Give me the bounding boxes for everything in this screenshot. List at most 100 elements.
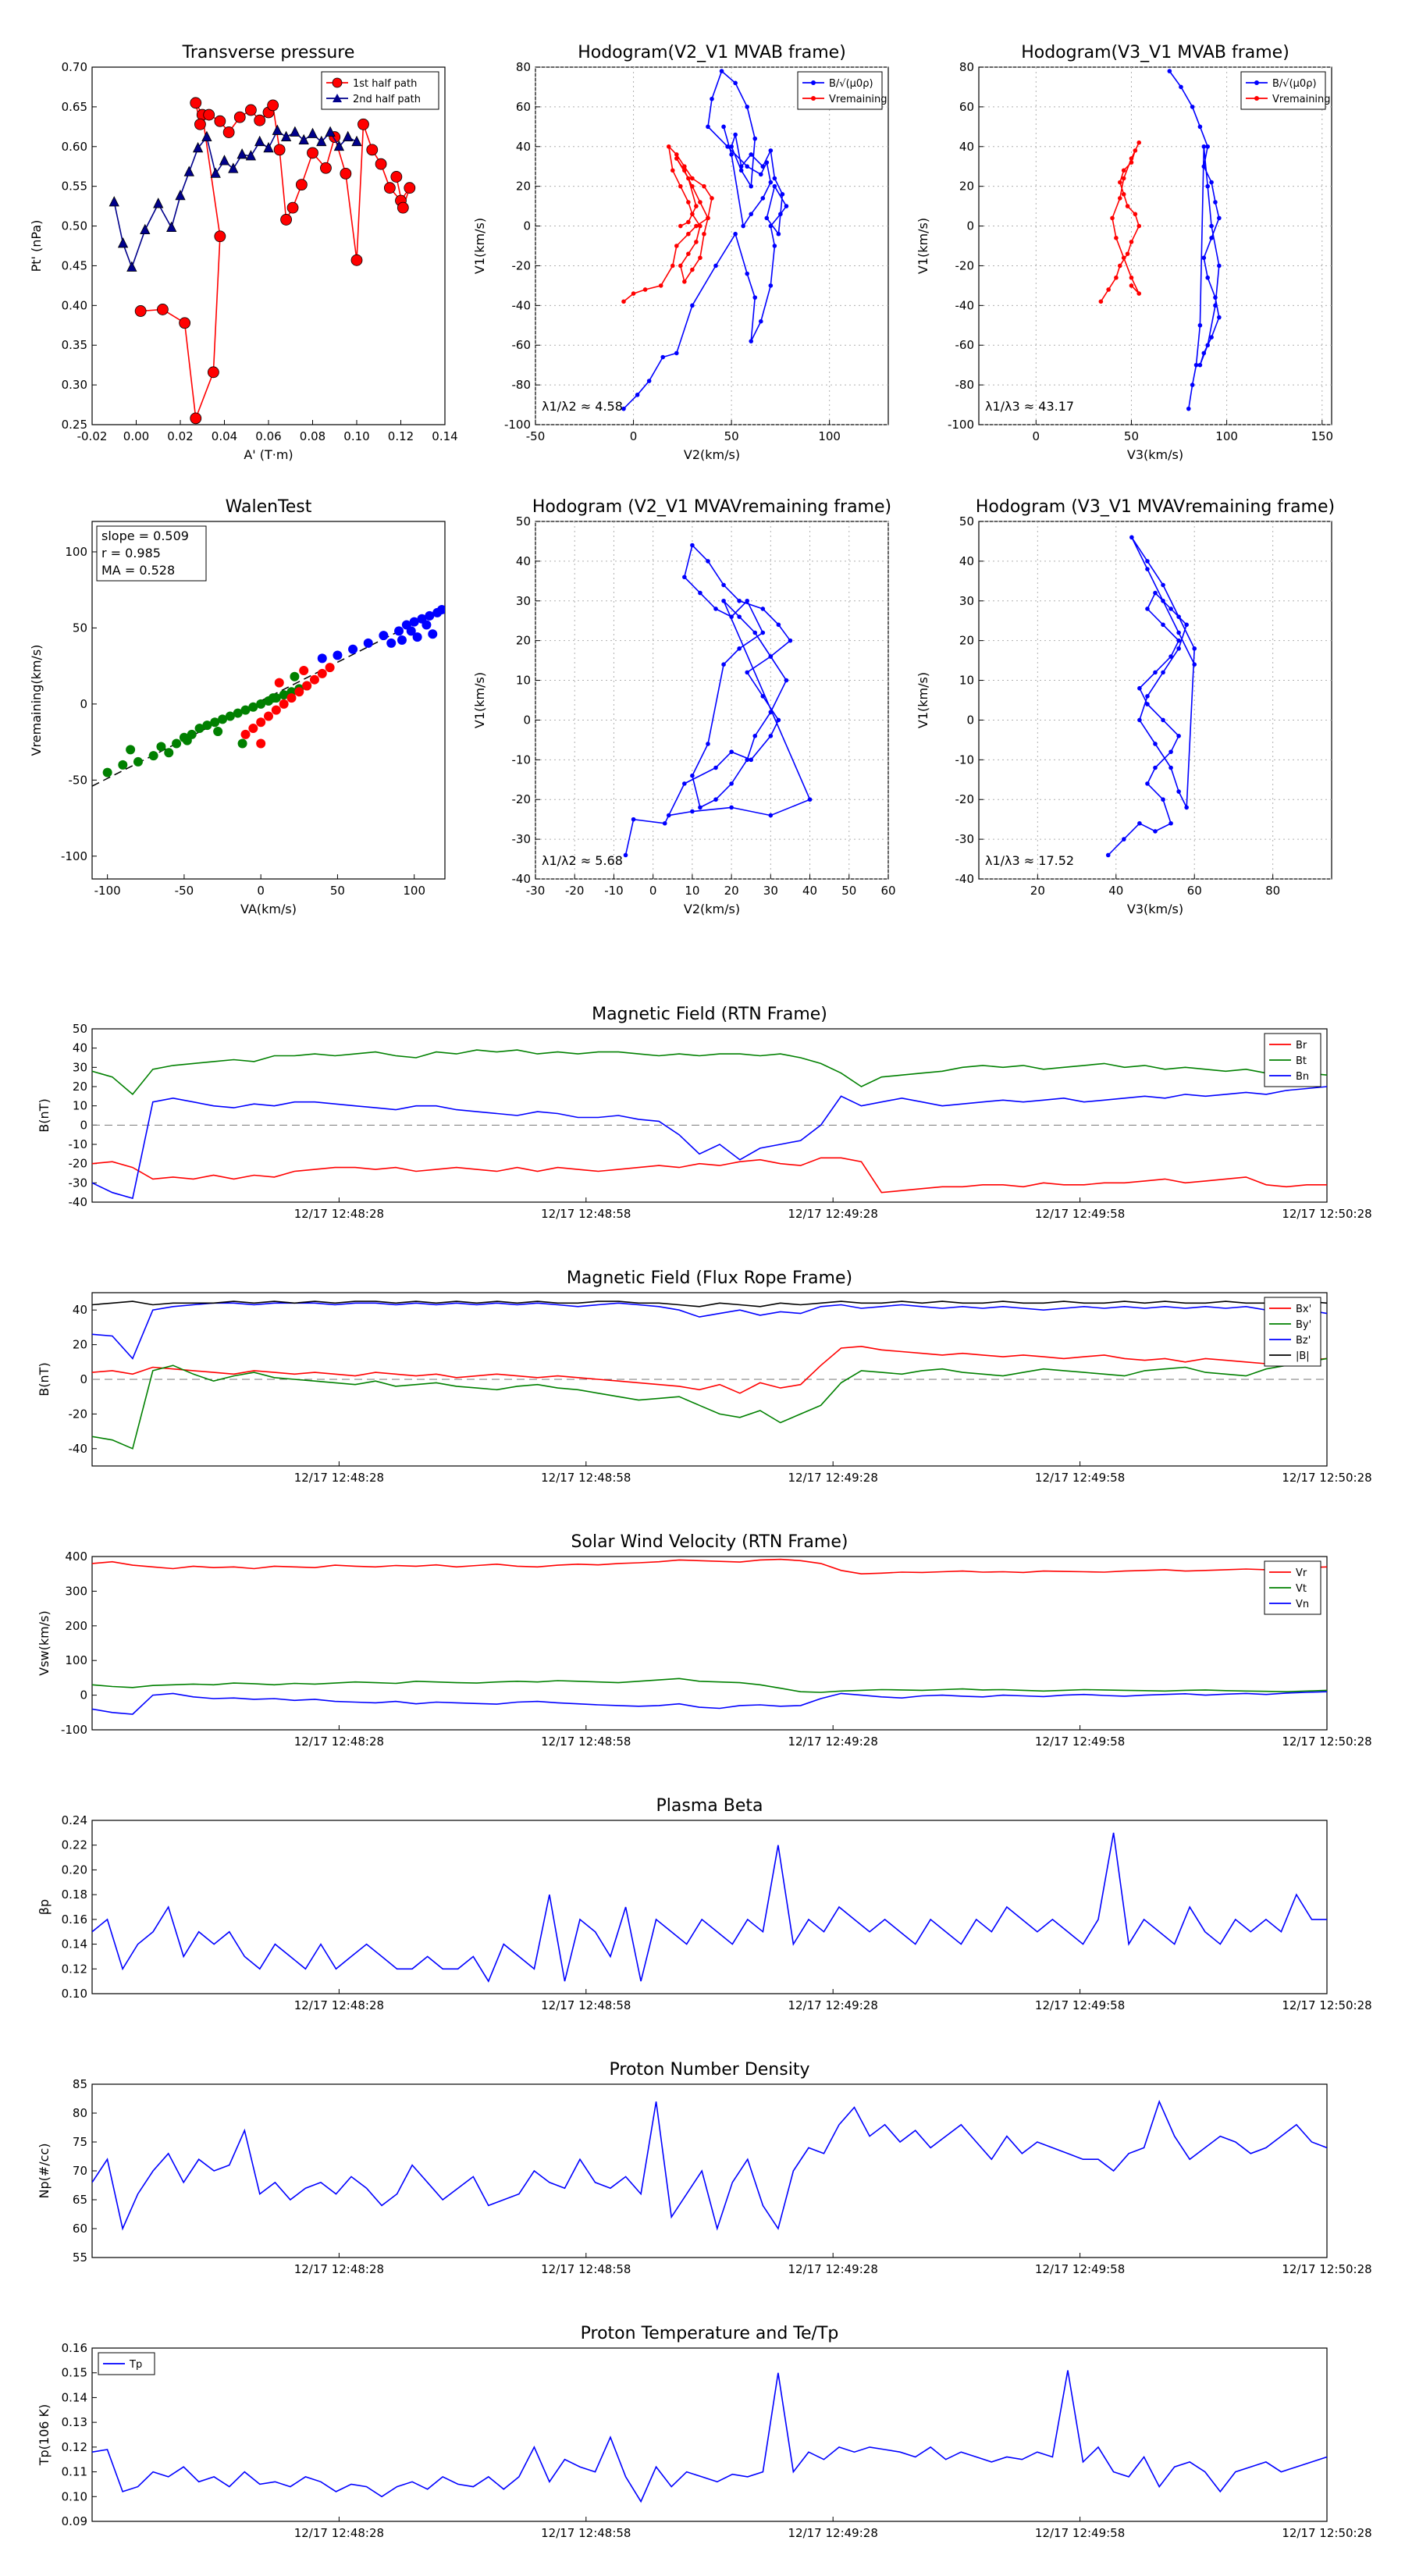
walen-point xyxy=(237,738,247,749)
pt-point xyxy=(272,124,283,135)
tp-ytick-label: 0.15 xyxy=(62,2366,87,2380)
beta-ytick-label: 0.14 xyxy=(62,1937,87,1952)
walen-stats-box xyxy=(96,525,207,582)
walen-point xyxy=(317,668,327,678)
h1-legend-marker xyxy=(811,80,816,85)
h4-xtick-label: 80 xyxy=(1265,884,1280,898)
h1-point xyxy=(725,144,730,149)
h1-point xyxy=(678,263,683,269)
mag_fr-ytick-label: 40 xyxy=(73,1303,87,1317)
beta-xtick-label: 12/17 12:49:58 xyxy=(1035,1998,1125,2012)
walen-stats-r: r = 0.985 xyxy=(101,546,161,560)
walen-point xyxy=(412,632,422,642)
h2-point xyxy=(1201,144,1207,149)
pt-point xyxy=(298,133,309,145)
np-series-np xyxy=(92,2099,1327,2231)
h3-point xyxy=(776,622,781,628)
mag_rtn-legend-label: Br xyxy=(1296,1040,1307,1051)
walen-point xyxy=(279,699,289,709)
h1-point xyxy=(690,267,695,272)
h1-point xyxy=(686,251,691,256)
walen-xtick-label: 100 xyxy=(403,884,425,898)
h3-point xyxy=(768,654,774,659)
h2-point xyxy=(1136,291,1142,296)
h4-point xyxy=(1176,638,1181,643)
h2-ytick-label: -20 xyxy=(955,258,975,272)
h1-series-v-remaining xyxy=(623,144,713,302)
pt-point xyxy=(325,126,336,137)
h4-ytick-label: 10 xyxy=(959,674,974,688)
walen-point xyxy=(164,748,174,758)
mag_fr-legend-label: Bz' xyxy=(1296,1335,1311,1347)
np-xtick-label: 12/17 12:49:28 xyxy=(788,2262,878,2276)
pt-legend-marker xyxy=(333,94,342,102)
h4-point xyxy=(1168,820,1173,826)
pt-point xyxy=(351,135,362,147)
pt-xtick-label: 0.04 xyxy=(212,429,237,443)
tp-legend-label: Tp xyxy=(129,2359,142,2371)
h4-ytick-label: 20 xyxy=(959,634,974,648)
h3-point xyxy=(682,781,687,786)
h2-point xyxy=(1201,255,1207,261)
vsw-xtick-label: 12/17 12:48:58 xyxy=(541,1735,631,1749)
h4-point xyxy=(1137,820,1142,826)
h2-point xyxy=(1106,287,1111,292)
walen-point xyxy=(156,742,166,752)
walen-point xyxy=(325,663,335,673)
mag_rtn-axes-frame xyxy=(91,1028,1328,1203)
h3-xtick-label: -20 xyxy=(565,884,585,898)
h1-point xyxy=(686,219,691,225)
walen-point xyxy=(240,729,251,739)
h2-annotation: λ1/λ3 ≈ 43.17 xyxy=(985,399,1074,414)
np-xtick-label: 12/17 12:48:58 xyxy=(541,2262,631,2276)
mag_rtn-ytick-label: -40 xyxy=(69,1195,88,1209)
pt-point xyxy=(214,230,226,243)
tp-xtick-label: 12/17 12:48:58 xyxy=(541,2526,631,2540)
h3-ytick-label: -30 xyxy=(512,832,532,846)
h1-point xyxy=(674,156,679,161)
beta-ytick-label: 0.20 xyxy=(62,1863,87,1877)
mag_fr-legend-label: Bx' xyxy=(1296,1304,1311,1315)
pt-ytick-label: 0.25 xyxy=(62,418,87,432)
h1-point xyxy=(721,124,726,130)
pt-point xyxy=(201,130,212,141)
h2-point xyxy=(1136,140,1142,145)
mag_fr-series-by- xyxy=(92,1357,1327,1450)
walen-point xyxy=(264,711,273,721)
walen-xtick-label: -50 xyxy=(175,884,194,898)
pt-point xyxy=(179,317,191,329)
h4-point xyxy=(1192,662,1197,667)
h3-point xyxy=(729,749,734,754)
mag_rtn-xtick-label: 12/17 12:50:28 xyxy=(1282,1207,1371,1221)
mag_fr-ytick-label: -40 xyxy=(69,1442,88,1456)
h1-point xyxy=(738,164,744,169)
h1-point xyxy=(690,212,695,217)
pt-point xyxy=(375,158,387,170)
pt-ytick-label: 0.30 xyxy=(62,378,87,392)
h4-point xyxy=(1168,765,1173,770)
h3-point xyxy=(760,607,766,611)
mag_rtn-legend-label: Bt xyxy=(1296,1055,1307,1067)
h2-legend-marker xyxy=(1254,80,1259,85)
h2-xlabel: V3(km/s) xyxy=(1127,447,1183,462)
h2-point xyxy=(1125,251,1130,256)
h3-annotation: λ1/λ2 ≈ 5.68 xyxy=(542,853,623,868)
h1-ytick-label: 80 xyxy=(516,60,531,74)
tp-xtick-label: 12/17 12:48:28 xyxy=(294,2526,384,2540)
mag_fr-title: Magnetic Field (Flux Rope Frame) xyxy=(567,1268,852,1288)
beta-title: Plasma Beta xyxy=(656,1796,763,1816)
pt-point xyxy=(245,150,257,161)
h1-point xyxy=(694,240,699,244)
h1-legend-label: Vremaining xyxy=(829,94,887,105)
walen-ytick-label: -100 xyxy=(61,849,87,863)
pt-xlabel: A' (T·m) xyxy=(244,447,293,462)
walen-point xyxy=(126,745,136,755)
h1-point xyxy=(768,180,774,185)
h3-point xyxy=(690,773,695,778)
beta-ytick-label: 0.16 xyxy=(62,1912,87,1927)
vsw-legend-label: Vr xyxy=(1296,1567,1307,1579)
h4-ytick-label: -30 xyxy=(955,832,975,846)
beta-xtick-label: 12/17 12:49:28 xyxy=(788,1998,878,2012)
h2-point xyxy=(1179,84,1183,90)
h1-point xyxy=(682,168,687,173)
